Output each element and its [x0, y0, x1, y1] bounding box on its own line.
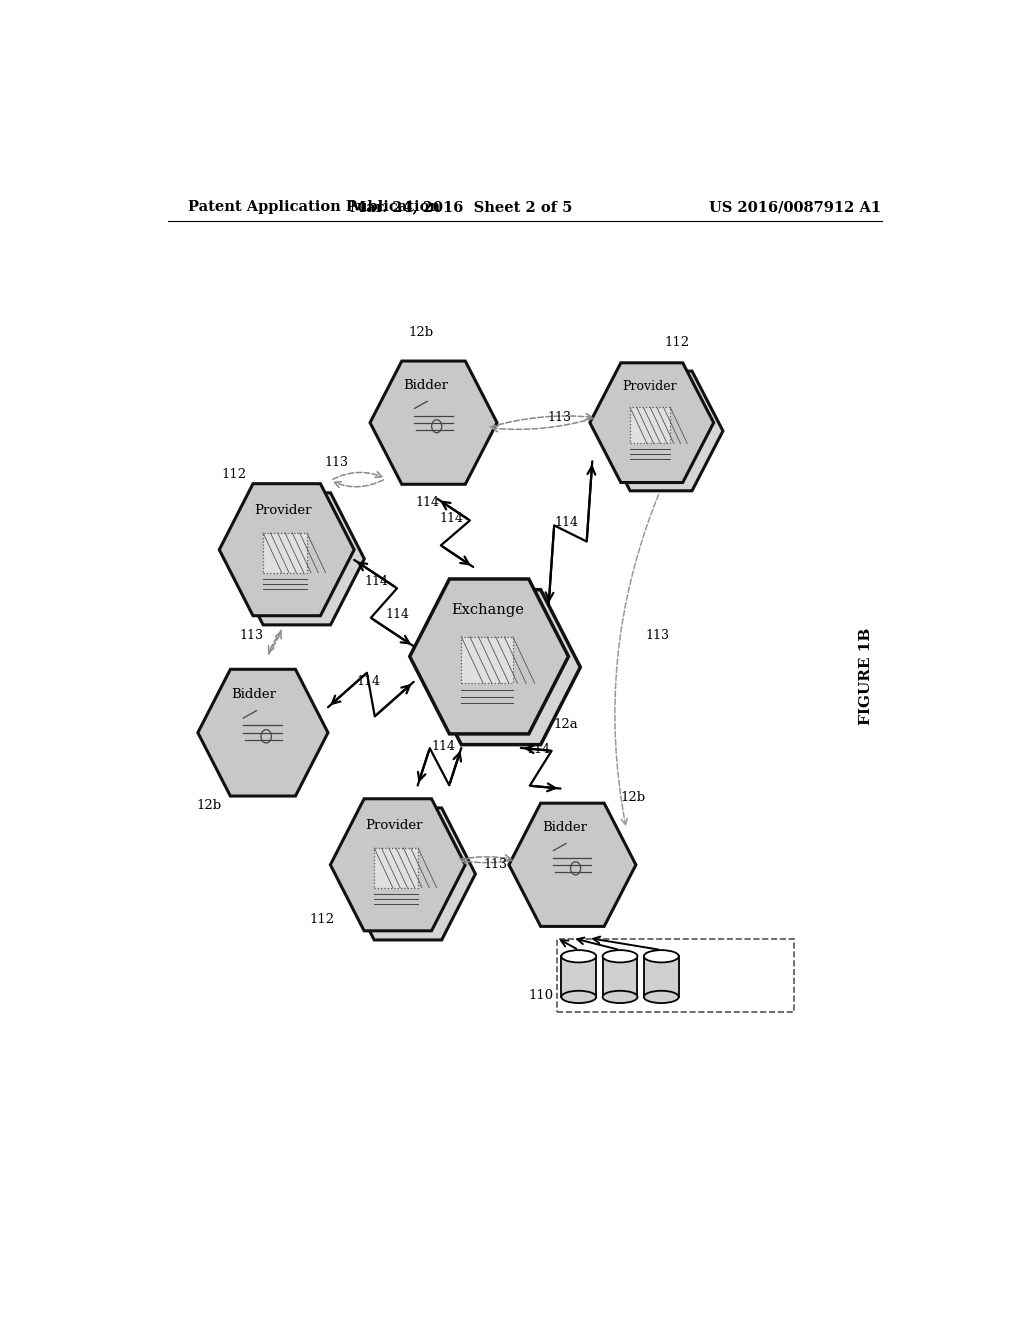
- Bar: [462, 636, 513, 684]
- Text: 112: 112: [221, 467, 247, 480]
- Bar: [263, 533, 307, 573]
- Polygon shape: [370, 362, 497, 484]
- FancyBboxPatch shape: [602, 956, 638, 997]
- Polygon shape: [219, 483, 354, 615]
- Ellipse shape: [602, 950, 638, 962]
- Text: Bidder: Bidder: [542, 821, 587, 834]
- Polygon shape: [341, 808, 475, 940]
- Text: 112: 112: [665, 337, 689, 350]
- Text: Mar. 24, 2016  Sheet 2 of 5: Mar. 24, 2016 Sheet 2 of 5: [350, 201, 572, 214]
- FancyBboxPatch shape: [557, 940, 794, 1011]
- Text: 110: 110: [528, 990, 553, 1002]
- Text: Provider: Provider: [622, 380, 677, 393]
- Text: US 2016/0087912 A1: US 2016/0087912 A1: [709, 201, 881, 214]
- Ellipse shape: [561, 950, 596, 962]
- Polygon shape: [410, 579, 568, 734]
- Ellipse shape: [644, 950, 679, 962]
- Ellipse shape: [561, 991, 596, 1003]
- Ellipse shape: [644, 991, 679, 1003]
- Bar: [374, 847, 418, 887]
- Text: 113: 113: [645, 630, 670, 642]
- Text: 12b: 12b: [620, 791, 645, 804]
- Text: Exchange: Exchange: [451, 603, 524, 616]
- Text: Bidder: Bidder: [231, 688, 276, 701]
- Text: 112: 112: [309, 912, 334, 925]
- Text: 12a: 12a: [553, 718, 579, 730]
- Text: Provider: Provider: [366, 818, 423, 832]
- Text: FIGURE 1B: FIGURE 1B: [859, 628, 873, 726]
- Polygon shape: [509, 803, 636, 927]
- Text: 114: 114: [416, 496, 439, 510]
- Text: 113: 113: [325, 457, 349, 470]
- Bar: [630, 408, 671, 444]
- Text: 113: 113: [547, 411, 571, 424]
- Text: 114: 114: [365, 576, 388, 589]
- Text: Provider: Provider: [254, 503, 312, 516]
- Polygon shape: [422, 590, 581, 744]
- Text: 113: 113: [240, 630, 263, 642]
- Text: 114: 114: [554, 516, 579, 529]
- Text: 114: 114: [526, 743, 550, 756]
- Text: 12b: 12b: [197, 799, 221, 812]
- Text: 114: 114: [440, 512, 464, 525]
- Polygon shape: [229, 492, 365, 624]
- Polygon shape: [599, 371, 723, 491]
- Text: 113: 113: [483, 858, 508, 871]
- Polygon shape: [590, 363, 714, 483]
- Text: 114: 114: [431, 741, 455, 752]
- FancyBboxPatch shape: [561, 956, 596, 997]
- Ellipse shape: [602, 991, 638, 1003]
- Text: 114: 114: [386, 607, 410, 620]
- Polygon shape: [331, 799, 465, 931]
- Text: 12b: 12b: [409, 326, 433, 339]
- Text: Bidder: Bidder: [403, 379, 449, 392]
- Polygon shape: [198, 669, 328, 796]
- Text: 114: 114: [356, 675, 381, 688]
- Text: Patent Application Publication: Patent Application Publication: [187, 201, 439, 214]
- FancyBboxPatch shape: [644, 956, 679, 997]
